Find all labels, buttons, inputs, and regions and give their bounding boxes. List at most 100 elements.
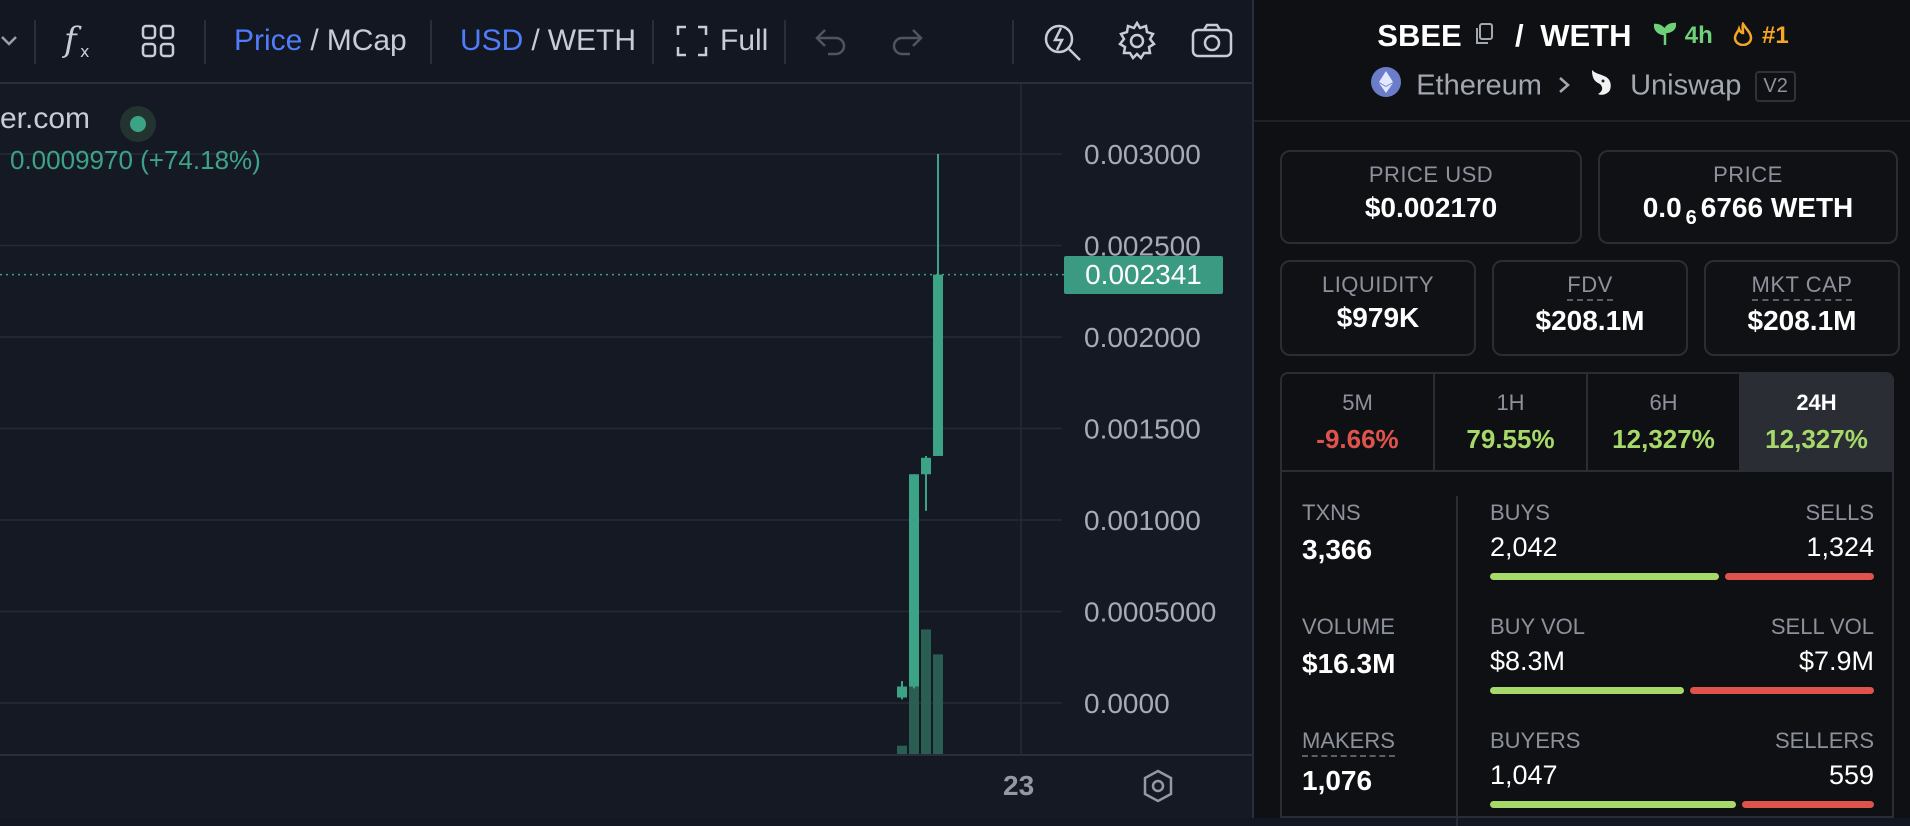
fullscreen-icon xyxy=(676,25,708,57)
buyers-sellers-bar xyxy=(1490,801,1874,808)
fdv-label: FDV xyxy=(1567,272,1613,301)
price-usd-card: PRICE USD $0.002170 xyxy=(1280,150,1582,244)
usd-option[interactable]: USD xyxy=(460,24,524,57)
dex-name[interactable]: Uniswap xyxy=(1630,69,1742,102)
price-chart[interactable]: 0.003000 0.002500 0.002000 0.001500 0.001000… xyxy=(0,84,1252,818)
tab-change: 79.55% xyxy=(1466,424,1555,454)
uniswap-unicorn-icon xyxy=(1586,66,1616,106)
fullscreen-label: Full xyxy=(720,24,769,57)
legend-value: 0.0009970 (+74.18%) xyxy=(10,145,261,175)
buyvol-value: $8.3M xyxy=(1490,646,1566,676)
mcap-card[interactable]: MKT CAP $208.1M xyxy=(1704,260,1900,356)
replay-zoom-icon[interactable] xyxy=(1042,0,1084,82)
price-weth-zero-count: 6 xyxy=(1685,206,1697,229)
volume-value: $16.3M xyxy=(1302,648,1396,679)
volume-bar xyxy=(921,629,931,754)
txns-stat: TXNS 3,366 xyxy=(1302,500,1372,566)
price-mcap-toggle[interactable]: Price / MCap xyxy=(234,0,407,82)
price-usd-value: $0.002170 xyxy=(1364,192,1498,223)
layout-grid-icon[interactable] xyxy=(140,0,176,82)
copy-icon[interactable] xyxy=(1474,18,1494,54)
sellvol-label: SELL VOL xyxy=(1770,614,1874,639)
tab-label: 24H xyxy=(1796,390,1837,415)
camera-icon[interactable] xyxy=(1190,0,1234,82)
fdv-card[interactable]: FDV $208.1M xyxy=(1492,260,1688,356)
txns-value: 3,366 xyxy=(1302,534,1373,565)
toolbar-divider xyxy=(204,20,206,64)
makers-value: 1,076 xyxy=(1302,765,1373,796)
buyers-bar xyxy=(1490,801,1737,808)
usd-weth-toggle[interactable]: USD / WETH xyxy=(460,0,636,82)
chart-svg: 0.0030000.0025000.0020000.0015000.001000… xyxy=(0,84,1252,756)
price-usd-label: PRICE USD xyxy=(1368,162,1494,187)
fdv-value: $208.1M xyxy=(1535,305,1645,336)
buyers-label: BUYERS xyxy=(1490,728,1581,753)
sells-label: SELLS xyxy=(1805,500,1875,525)
y-tick-label: 0.001000 xyxy=(1084,505,1201,536)
makers-stat: MAKERS 1,076 xyxy=(1302,728,1395,797)
buys-sells-stat: BUYS SELLS 2,042 1,324 xyxy=(1490,500,1874,580)
sellers-value: 559 xyxy=(1828,760,1874,790)
price-weth-value: 0.0 6 6766 WETH xyxy=(1600,192,1896,230)
header-divider xyxy=(1254,120,1910,122)
visibility-toggle-icon[interactable] xyxy=(120,106,156,142)
quote-token: WETH xyxy=(1540,17,1632,53)
price-option[interactable]: Price xyxy=(234,24,303,57)
toolbar-divider xyxy=(784,20,786,64)
stats-divider xyxy=(1456,496,1458,826)
chevron-down-icon[interactable] xyxy=(0,0,18,82)
tab-label: 6H xyxy=(1649,390,1678,415)
sells-bar xyxy=(1725,573,1874,580)
toolbar-divider xyxy=(1012,20,1014,64)
pair-info-panel: SBEE / WETH 4h #1 Ethereum Uniswap V2 PR… xyxy=(1252,0,1910,826)
price-weth-rest: 6766 WETH xyxy=(1700,192,1854,223)
settings-gear-icon[interactable] xyxy=(1116,0,1158,82)
chain-name[interactable]: Ethereum xyxy=(1416,69,1542,102)
mcap-value: $208.1M xyxy=(1747,305,1857,336)
buys-label: BUYS xyxy=(1490,500,1550,525)
chevron-right-icon xyxy=(1556,70,1580,102)
weth-option[interactable]: WETH xyxy=(547,24,637,57)
liquidity-card: LIQUIDITY $979K xyxy=(1280,260,1476,356)
x-axis-date-label: 23 xyxy=(1003,770,1035,801)
buyvol-label: BUY VOL xyxy=(1490,614,1585,639)
fullscreen-button[interactable]: Full xyxy=(676,0,768,82)
tab-change: 12,327% xyxy=(1765,424,1868,454)
volume-stat: VOLUME $16.3M xyxy=(1302,614,1395,680)
buys-value: 2,042 xyxy=(1490,532,1558,562)
tab-change: -9.66% xyxy=(1316,424,1399,454)
dex-version-badge: V2 xyxy=(1755,70,1796,102)
tab-label: 1H xyxy=(1496,390,1525,415)
last-price-tag: 0.002341 xyxy=(1064,256,1223,294)
tab-1h[interactable]: 1H 79.55% xyxy=(1435,374,1588,470)
toggle-slash: / xyxy=(310,24,319,57)
ethereum-icon xyxy=(1370,66,1402,106)
buyvol-sellvol-bar xyxy=(1490,687,1874,694)
makers-label: MAKERS xyxy=(1302,728,1395,757)
price-weth-prefix: 0.0 xyxy=(1642,192,1682,223)
trending-rank: #1 xyxy=(1762,21,1789,49)
tab-change: 12,327% xyxy=(1612,424,1715,454)
buys-sells-bar xyxy=(1490,573,1874,580)
axis-settings-icon[interactable] xyxy=(1140,768,1176,809)
chain-dex-route: Ethereum Uniswap V2 xyxy=(1254,66,1910,106)
legend-source: er.com xyxy=(0,102,91,135)
trending-timeframe: 4h xyxy=(1684,21,1713,49)
mcap-option[interactable]: MCap xyxy=(326,24,407,57)
buyvol-bar xyxy=(1490,687,1684,694)
tab-5m[interactable]: 5M -9.66% xyxy=(1282,374,1435,470)
pair-slash: / xyxy=(1514,17,1524,53)
fire-icon xyxy=(1733,18,1753,54)
volume-label: VOLUME xyxy=(1302,614,1395,639)
sellers-label: SELLERS xyxy=(1774,728,1874,753)
redo-icon[interactable] xyxy=(890,0,924,82)
undo-icon[interactable] xyxy=(814,0,848,82)
txns-label: TXNS xyxy=(1302,500,1361,525)
svg-text:x: x xyxy=(80,42,89,61)
tab-24h[interactable]: 24H 12,327% xyxy=(1741,374,1892,470)
volume-bar xyxy=(933,654,943,754)
tab-6h[interactable]: 6H 12,327% xyxy=(1588,374,1741,470)
